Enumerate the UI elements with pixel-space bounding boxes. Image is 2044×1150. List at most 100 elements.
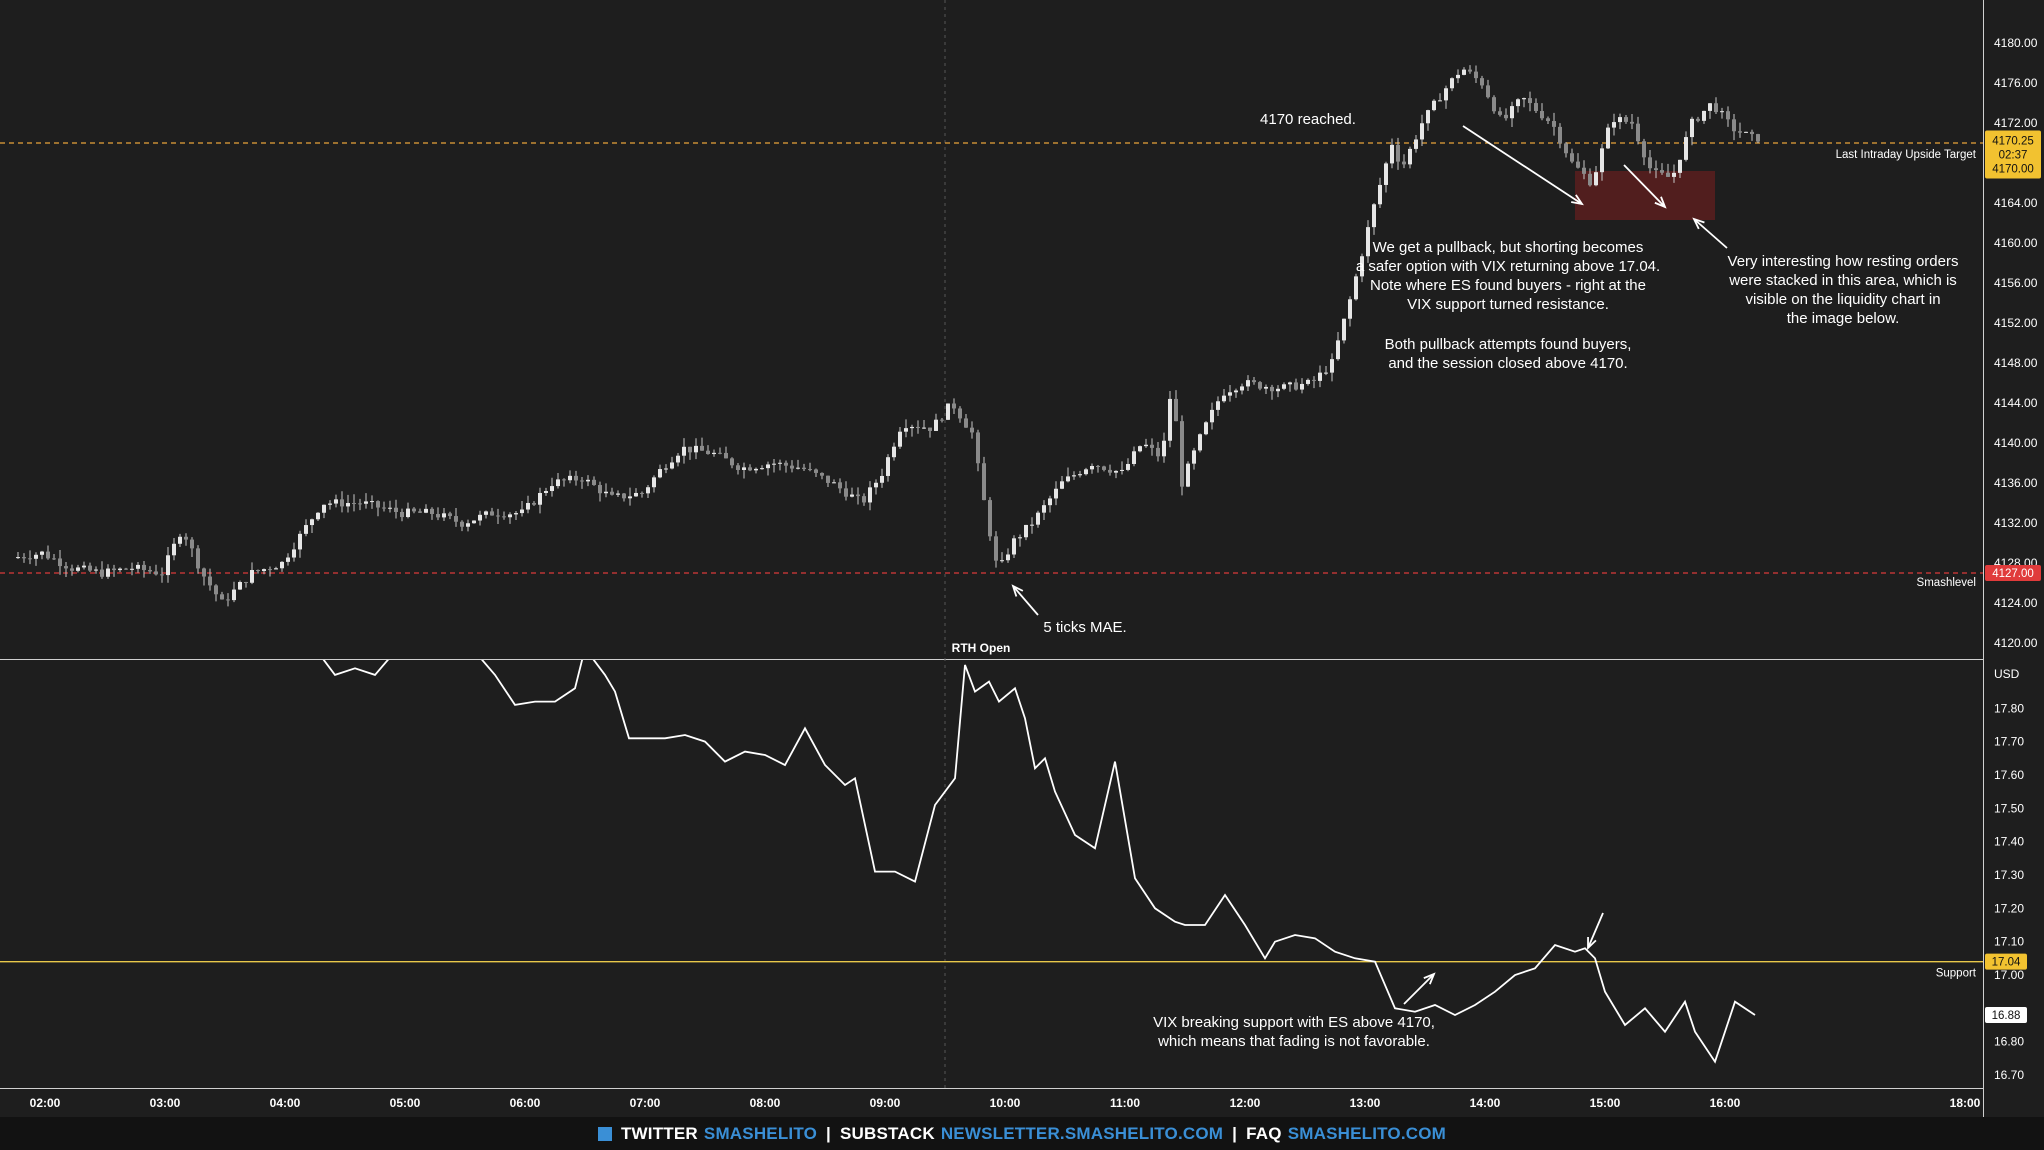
candle-body: [682, 446, 686, 456]
candle-body: [1174, 398, 1178, 422]
support-label: Support: [1936, 968, 1977, 980]
twitter-icon: [597, 1126, 612, 1141]
candle-body: [628, 496, 632, 499]
candle-body: [706, 450, 710, 455]
candle-body: [34, 554, 38, 559]
candle-body: [490, 511, 494, 516]
arrow-mae-head: [1011, 584, 1024, 597]
candle-body: [310, 519, 314, 526]
candle-body: [460, 521, 464, 527]
candle-body: [232, 589, 236, 601]
candle-body: [1648, 157, 1652, 169]
candle-body: [1678, 159, 1682, 173]
candle-body: [328, 503, 332, 505]
twitter-link[interactable]: SMASHELITO: [703, 1123, 818, 1143]
candle-body: [1000, 560, 1004, 562]
annotation-pullback: Note where ES found buyers - right at th…: [1370, 277, 1646, 294]
candle-body: [676, 455, 680, 463]
candle-body: [1360, 256, 1364, 277]
candle-body: [1438, 100, 1442, 102]
candle-body: [1582, 167, 1586, 174]
twitter-label: TWITTER: [620, 1123, 698, 1143]
candle-body: [1066, 476, 1070, 482]
candle-body: [112, 568, 116, 571]
candle-body: [454, 516, 458, 522]
candle-body: [1744, 131, 1748, 133]
candle-body: [1756, 134, 1760, 142]
candle-body: [388, 507, 392, 509]
candle-body: [1126, 463, 1130, 470]
candle-body: [1636, 123, 1640, 142]
candle-body: [580, 480, 584, 482]
candle-body: [856, 494, 860, 497]
annotation-resting-orders: were stacked in this area, which is: [1728, 272, 1957, 289]
arrow-vix-retest-head: [1587, 936, 1597, 951]
candle-body: [1576, 161, 1580, 168]
candle-body: [868, 487, 872, 503]
candle-body: [724, 452, 728, 459]
candle-body: [1096, 465, 1100, 467]
vix-price-axis: USD 17.80 17.70 17.60 17.50 17.40 17.30 17.20 17…: [1994, 667, 2024, 1082]
candle-body: [184, 536, 188, 540]
candle-body: [514, 513, 518, 515]
footer-separator: |: [1232, 1123, 1238, 1143]
candle-body: [1288, 382, 1292, 385]
candle-body: [1264, 386, 1268, 389]
vix-tick-label: 16.70: [1994, 1068, 2024, 1082]
candle-body: [1432, 100, 1436, 111]
candle-body: [502, 516, 506, 518]
candle-body: [364, 501, 368, 504]
candle-body: [226, 599, 230, 601]
es-tick-label: 4124.00: [1994, 596, 2038, 610]
candle-body: [1546, 118, 1550, 122]
candle-body: [40, 551, 44, 555]
candle-body: [1012, 538, 1016, 555]
candle-body: [1672, 172, 1676, 177]
candle-body: [550, 486, 554, 492]
candle-body: [370, 501, 374, 503]
candle-body: [1192, 450, 1196, 464]
candle-body: [1030, 524, 1034, 526]
candle-body: [136, 564, 140, 569]
candle-body: [1252, 380, 1256, 383]
candle-body: [1042, 505, 1046, 513]
candle-body: [1642, 141, 1646, 158]
candle-body: [1498, 111, 1502, 115]
arrow-mae: [1011, 584, 1039, 616]
candle-body: [1450, 78, 1454, 89]
candle-body: [1606, 127, 1610, 149]
candle-body: [358, 503, 362, 505]
candle-body: [790, 465, 794, 469]
candle-body: [1180, 421, 1184, 487]
time-tick-label: 04:00: [270, 1096, 301, 1110]
candle-body: [976, 432, 980, 464]
candle-body: [208, 576, 212, 586]
candle-body: [268, 569, 272, 571]
candle-body: [604, 491, 608, 494]
candle-body: [280, 561, 284, 569]
time-tick-label: 05:00: [390, 1096, 421, 1110]
candle-body: [1540, 111, 1544, 119]
candle-body: [160, 574, 164, 576]
candle-body: [538, 492, 542, 505]
candle-body: [442, 513, 446, 518]
candle-body: [592, 479, 596, 486]
es-tick-label: 4144.00: [1994, 396, 2038, 410]
smashlevel-tag-value: 4127.00: [1992, 568, 2034, 580]
candle-body: [610, 491, 614, 495]
time-tick-label: 13:00: [1350, 1096, 1381, 1110]
candle-body: [1306, 379, 1310, 384]
candles: [16, 65, 1760, 607]
candle-body: [910, 426, 914, 429]
vix-last-tag-value: 16.88: [1992, 1010, 2021, 1022]
candle-body: [886, 457, 890, 476]
candle-body: [346, 503, 350, 507]
arrow-pullback-2-head: [1654, 196, 1667, 209]
candle-body: [28, 558, 32, 560]
substack-link[interactable]: NEWSLETTER.SMASHELITO.COM: [940, 1123, 1224, 1143]
candle-body: [964, 418, 968, 428]
faq-link[interactable]: SMASHELITO.COM: [1287, 1123, 1447, 1143]
candle-body: [1330, 359, 1334, 373]
candle-body: [526, 502, 530, 510]
smashlevel-tag: [1985, 565, 2041, 581]
